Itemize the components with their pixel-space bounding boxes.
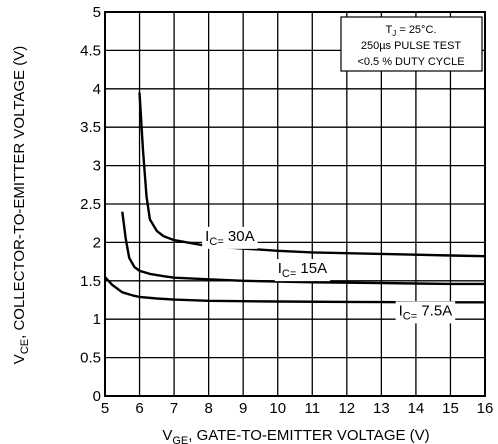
curve-label-2: IC= 15A	[278, 260, 327, 280]
y-tick-label: 3.5	[80, 119, 101, 136]
y-tick-label: 1	[93, 311, 101, 328]
annotation-box: TJ = 25°C. 250µs PULSE TEST <0.5 % DUTY …	[340, 16, 483, 72]
y-tick-label: 4.5	[80, 42, 101, 59]
x-tick-label: 14	[408, 400, 425, 417]
y-tick-label: 2	[93, 234, 101, 251]
y-tick-label: 0.5	[80, 350, 101, 367]
x-tick-label: 13	[373, 400, 390, 417]
y-tick-label: 4	[93, 81, 101, 98]
curve-line-3	[104, 276, 485, 304]
y-axis-title: VCE, COLLECTOR-TO-EMITTER VOLTAGE (V)	[11, 46, 31, 364]
curve-label-bg	[202, 226, 258, 249]
y-tick-label: 2.5	[80, 196, 101, 213]
y-tick-label: 3	[93, 158, 101, 175]
curve-line-2	[121, 211, 485, 286]
y-tick-label: 1.5	[80, 273, 101, 290]
x-tick-label: 16	[477, 400, 494, 417]
x-tick-label: 10	[269, 400, 286, 417]
y-tick-label: 5	[93, 4, 101, 21]
x-axis-title: VGE, GATE-TO-EMITTER VOLTAGE (V)	[162, 427, 429, 444]
x-tick-label: 11	[304, 400, 320, 417]
curve-labels: IC= 30A IC= 15A IC= 7.5A	[202, 226, 456, 324]
curve-label-bg	[274, 259, 331, 282]
x-tick-label: 8	[204, 400, 212, 417]
x-tick-label: 9	[239, 400, 247, 417]
x-tick-labels: 5 6 7 8 9 10 11 12 13 14 15 16	[101, 400, 494, 417]
y-tick-labels: 0 0.5 1 1.5 2 2.5 3 3.5 4 4.5 5	[80, 4, 101, 405]
y-tick-label: 0	[93, 388, 101, 405]
x-tick-label: 12	[338, 400, 355, 417]
x-tick-label: 5	[101, 400, 109, 417]
curve-label-bg	[395, 301, 456, 324]
annotation-line1: TJ = 25°C.	[386, 24, 437, 38]
annotation-line3: <0.5 % DUTY CYCLE	[357, 56, 464, 68]
plot-frame	[104, 11, 486, 397]
x-tick-label: 6	[135, 400, 143, 417]
curve-label-1: IC= 30A	[205, 228, 254, 248]
x-tick-label: 15	[442, 400, 459, 417]
x-tick-label: 7	[170, 400, 178, 417]
annotation-line2: 250µs PULSE TEST	[361, 40, 462, 52]
curve-label-3: IC= 7.5A	[399, 302, 453, 322]
